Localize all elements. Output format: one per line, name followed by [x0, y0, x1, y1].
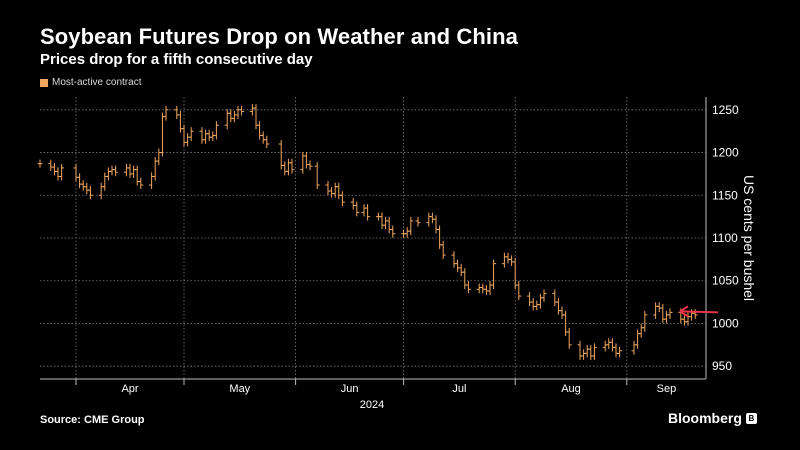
y-tick-label: 1100 — [712, 231, 738, 245]
x-tick-label: Sep — [657, 383, 677, 395]
x-tick-label: Aug — [561, 383, 581, 395]
y-tick-label: 1200 — [712, 146, 739, 160]
y-tick-label: 1050 — [712, 274, 739, 288]
y-tick-label: 1000 — [712, 316, 739, 330]
x-tick-label: Jun — [341, 383, 359, 395]
x-tick-label: May — [229, 383, 250, 395]
annotation-arrow — [681, 310, 719, 314]
y-axis-title: US cents per bushel — [741, 175, 757, 301]
legend-swatch — [40, 78, 48, 87]
bloomberg-logo: Bloomberg B — [668, 410, 757, 426]
source-note: Source: CME Group — [40, 414, 145, 426]
bloomberg-logo-icon: B — [745, 412, 757, 424]
x-year-label: 2024 — [360, 399, 384, 411]
y-tick-label: 1250 — [712, 103, 739, 117]
y-tick-label: 1150 — [712, 188, 738, 202]
annotation-arrowhead — [679, 305, 689, 318]
chart-title: Soybean Futures Drop on Weather and Chin… — [40, 24, 518, 49]
y-tick-label: 950 — [712, 359, 732, 373]
x-tick-label: Apr — [121, 383, 138, 395]
brand-label: Bloomberg — [668, 410, 742, 426]
x-tick-label: Jul — [452, 383, 466, 395]
chart-subtitle: Prices drop for a fifth consecutive day — [40, 51, 313, 68]
legend: Most-active contract — [40, 77, 141, 88]
legend-label: Most-active contract — [52, 77, 142, 88]
